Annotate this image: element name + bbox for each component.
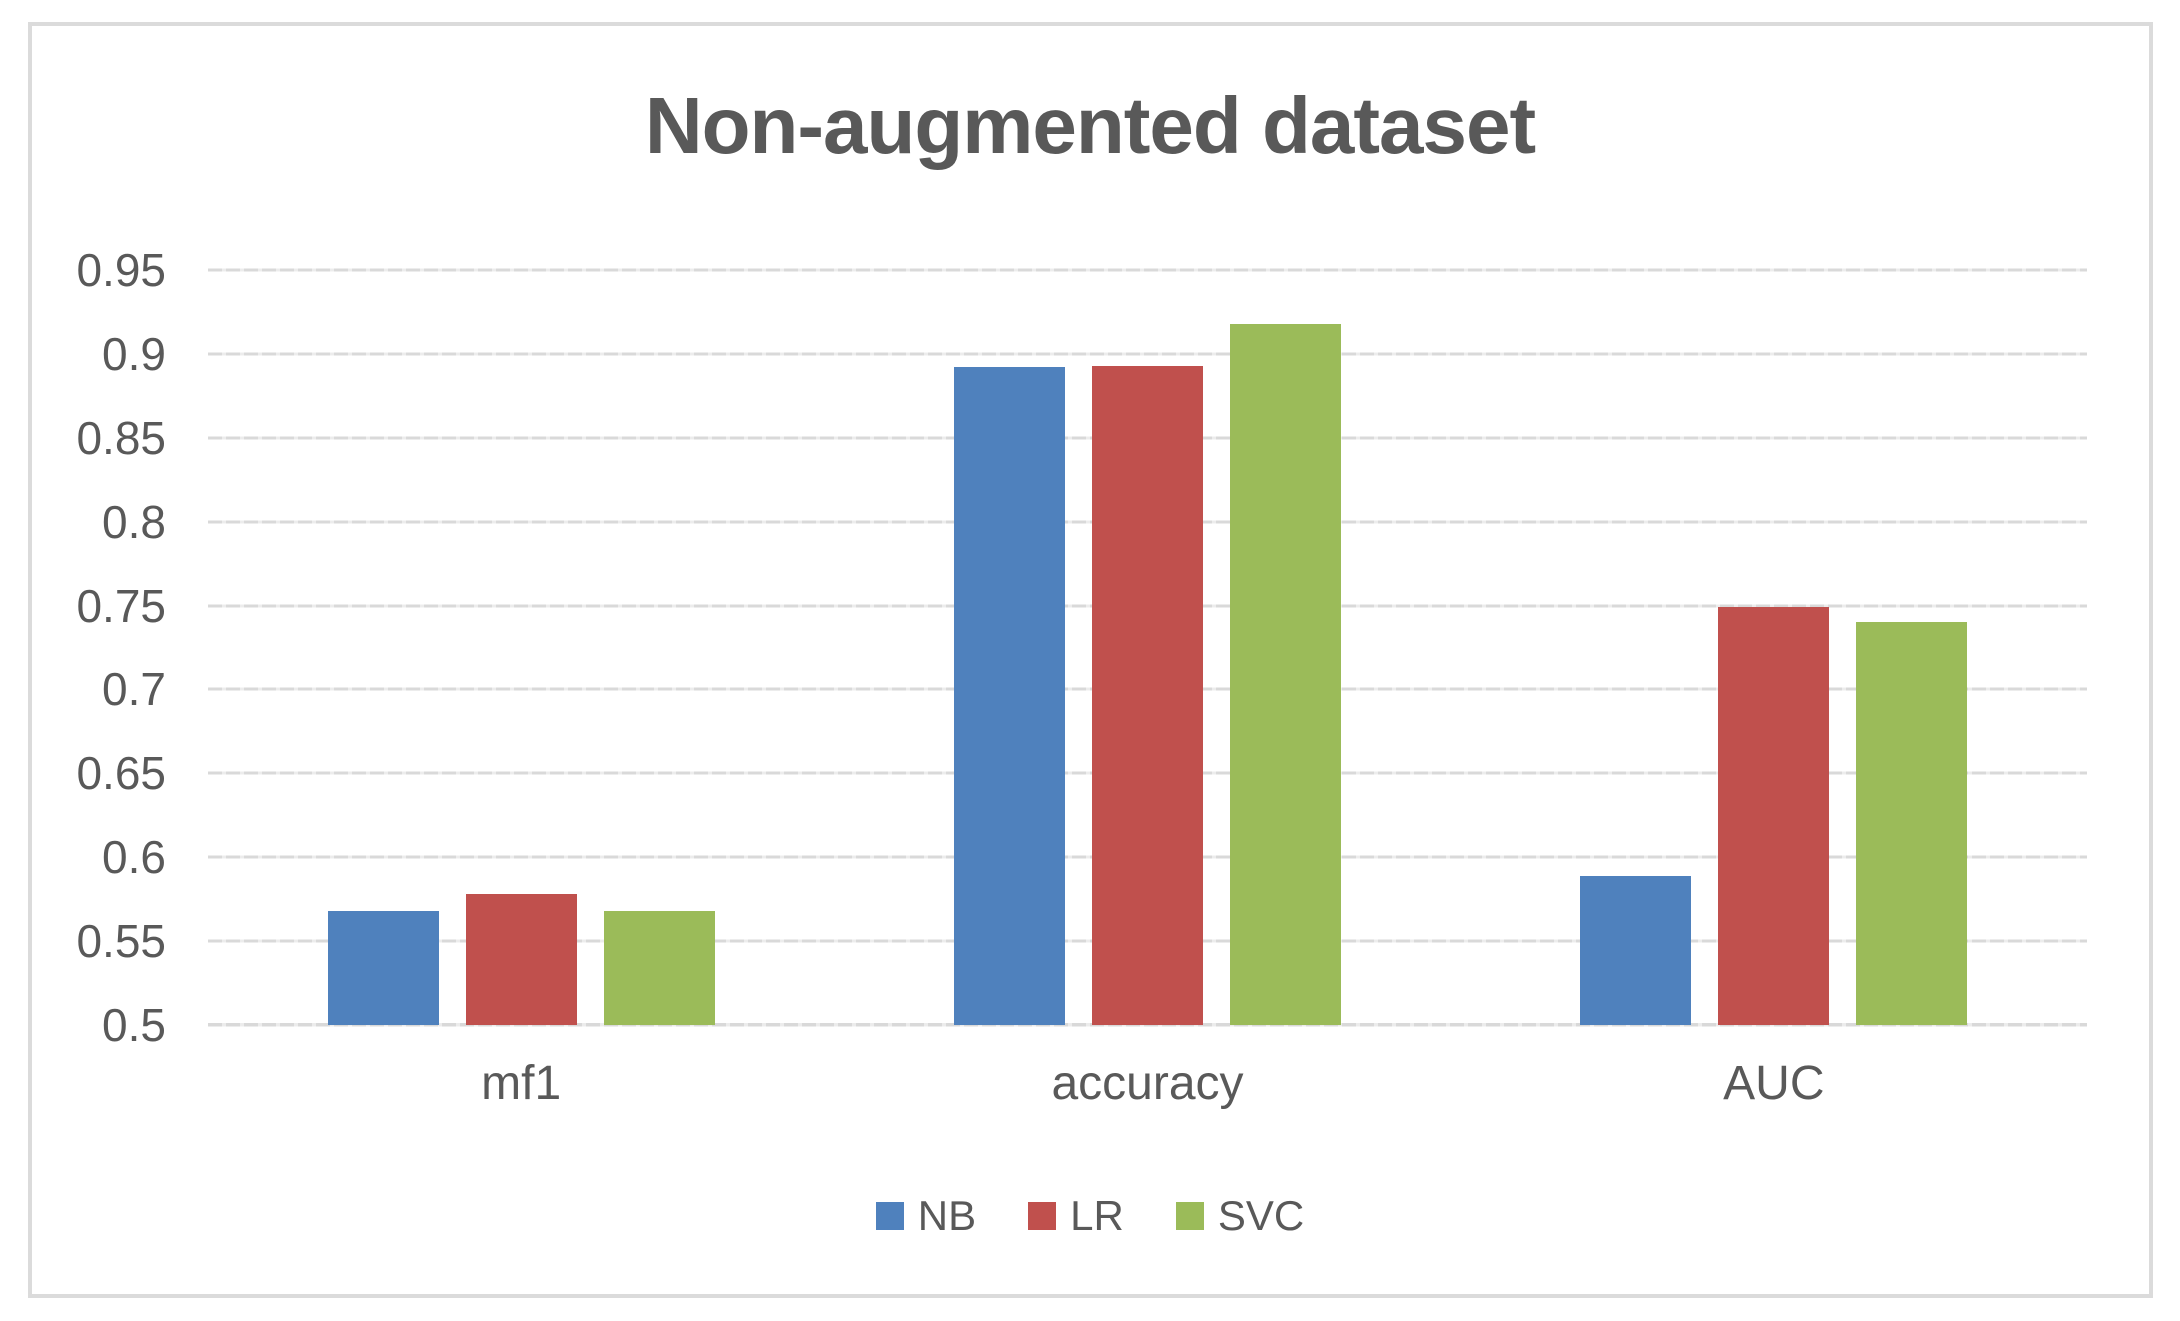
bar-SVC-mf1 bbox=[603, 910, 715, 1025]
bar-group-mf1 bbox=[208, 270, 834, 1025]
bar-NB-mf1 bbox=[327, 910, 439, 1025]
bar-NB-AUC bbox=[1580, 875, 1692, 1025]
legend-label: LR bbox=[1070, 1192, 1124, 1239]
y-tick-label: 0.85 bbox=[76, 411, 166, 464]
bar-SVC-AUC bbox=[1856, 622, 1968, 1025]
gridline bbox=[208, 268, 2087, 272]
chart-title: Non-augmented dataset bbox=[644, 81, 1536, 170]
y-tick-label: 0.5 bbox=[102, 999, 166, 1051]
y-tick-label: 0.95 bbox=[76, 244, 166, 296]
y-tick-label: 0.6 bbox=[102, 831, 166, 884]
legend: NB LR SVC bbox=[0, 1192, 2180, 1240]
y-tick-label: 0.9 bbox=[102, 327, 166, 380]
bar-LR-mf1 bbox=[465, 894, 577, 1025]
legend-item-SVC: SVC bbox=[1175, 1192, 1305, 1240]
bar-LR-AUC bbox=[1718, 607, 1830, 1025]
x-tick-label-AUC: AUC bbox=[1723, 1057, 1825, 1110]
x-axis-category-labels: mf1 accuracy AUC bbox=[208, 1056, 2087, 1126]
y-axis-tick-labels: 0.95 0.9 0.85 0.8 0.75 0.7 0.65 0.6 0.55 0.5 bbox=[0, 244, 166, 1051]
y-tick-label: 0.8 bbox=[102, 495, 166, 548]
legend-item-LR: LR bbox=[1028, 1192, 1124, 1240]
y-tick-label: 0.55 bbox=[76, 915, 166, 968]
y-tick-label: 0.75 bbox=[76, 579, 166, 632]
bar-group-AUC bbox=[1461, 270, 2087, 1025]
legend-item-NB: NB bbox=[875, 1192, 977, 1240]
bar-group-accuracy bbox=[834, 270, 1460, 1025]
legend-label: SVC bbox=[1217, 1192, 1305, 1239]
gridline bbox=[208, 352, 2087, 356]
x-tick-label-mf1: mf1 bbox=[481, 1057, 562, 1110]
plot-area bbox=[208, 268, 2087, 1027]
legend-swatch-SVC bbox=[1175, 1202, 1204, 1230]
bar-NB-accuracy bbox=[953, 367, 1065, 1025]
legend-label: NB bbox=[917, 1192, 977, 1239]
bar-LR-accuracy bbox=[1091, 365, 1203, 1025]
bar-SVC-accuracy bbox=[1229, 323, 1341, 1025]
y-tick-label: 0.65 bbox=[76, 747, 166, 800]
y-tick-label: 0.7 bbox=[102, 663, 166, 716]
x-tick-label-accuracy: accuracy bbox=[1051, 1057, 1244, 1110]
legend-swatch-LR bbox=[1028, 1202, 1057, 1230]
legend-swatch-NB bbox=[875, 1202, 904, 1230]
